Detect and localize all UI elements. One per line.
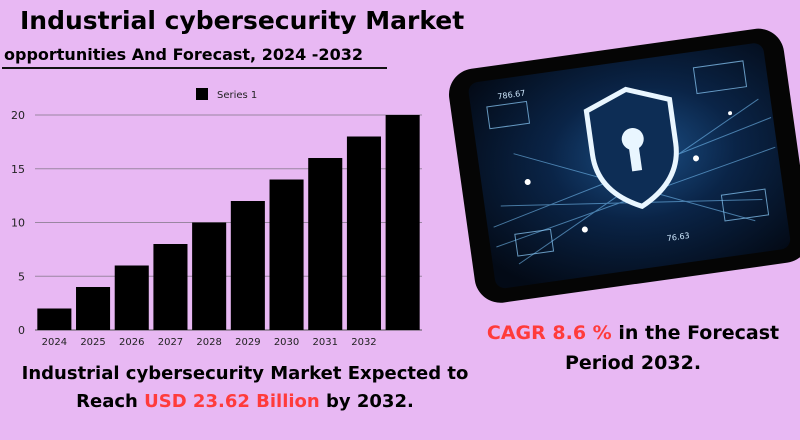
bar (192, 222, 227, 330)
x-tick-label: 2032 (351, 337, 376, 348)
bar (230, 201, 265, 330)
page-title: Industrial cybersecurity Market (20, 6, 465, 35)
x-tick-label: 2030 (274, 337, 299, 348)
legend-swatch (196, 88, 208, 100)
cagr-line-2: Period 2032. (564, 352, 702, 374)
subtitle-underline (2, 67, 387, 69)
y-tick-label: 0 (18, 324, 25, 337)
cagr-value: CAGR 8.6 % (486, 322, 612, 344)
bar (37, 308, 72, 330)
x-tick-label: 2029 (235, 337, 260, 348)
bar (114, 265, 149, 330)
y-tick-label: 15 (11, 163, 25, 176)
bar (385, 115, 420, 330)
cybersecurity-tablet-image: 786.67 76.63 (448, 28, 800, 303)
cagr-text: in the Forecast (618, 322, 780, 344)
x-tick-label: 2028 (196, 337, 221, 348)
screen-number-bottom: 76.63 (666, 231, 690, 243)
bar-chart: 0 5 10 15 20 2024 2025 2026 2027 2028 2029 2030 203… (11, 88, 422, 348)
caption-line-1: Industrial cybersecurity Market Expected… (21, 363, 469, 384)
cagr-line-1: CAGR 8.6 % in the Forecast (466, 318, 800, 348)
bar (76, 287, 111, 330)
page-subtitle: opportunities And Forecast, 2024 -2032 (4, 45, 363, 64)
bar (308, 158, 343, 330)
caption-market-value: USD 23.62 Billion (144, 391, 320, 412)
bar (269, 179, 304, 330)
y-tick-label: 5 (18, 270, 25, 283)
bar (153, 244, 188, 330)
x-tick-label: 2024 (42, 337, 67, 348)
x-tick-label: 2026 (119, 337, 144, 348)
chart-legend: Series 1 (196, 88, 257, 101)
y-tick-label: 10 (11, 217, 25, 230)
screen-number-top: 786.67 (497, 89, 526, 102)
x-tick-label: 2031 (313, 337, 338, 348)
cagr-statement: CAGR 8.6 % in the Forecast Period 2032. (466, 318, 800, 378)
y-tick-label: 20 (11, 109, 25, 122)
bar (346, 136, 381, 330)
chart-bars (37, 115, 420, 330)
legend-label: Series 1 (217, 90, 257, 101)
x-tick-label: 2027 (158, 337, 183, 348)
caption-suffix: by 2032. (326, 391, 414, 412)
market-caption: Industrial cybersecurity Market Expected… (0, 360, 490, 416)
y-axis-ticks: 0 5 10 15 20 (11, 109, 25, 337)
x-tick-label: 2025 (80, 337, 105, 348)
caption-line-2: Reach USD 23.62 Billion by 2032. (0, 388, 490, 416)
x-axis-ticks: 2024 2025 2026 2027 2028 2029 2030 2031 2032 (42, 337, 377, 348)
caption-reach: Reach (76, 391, 138, 412)
